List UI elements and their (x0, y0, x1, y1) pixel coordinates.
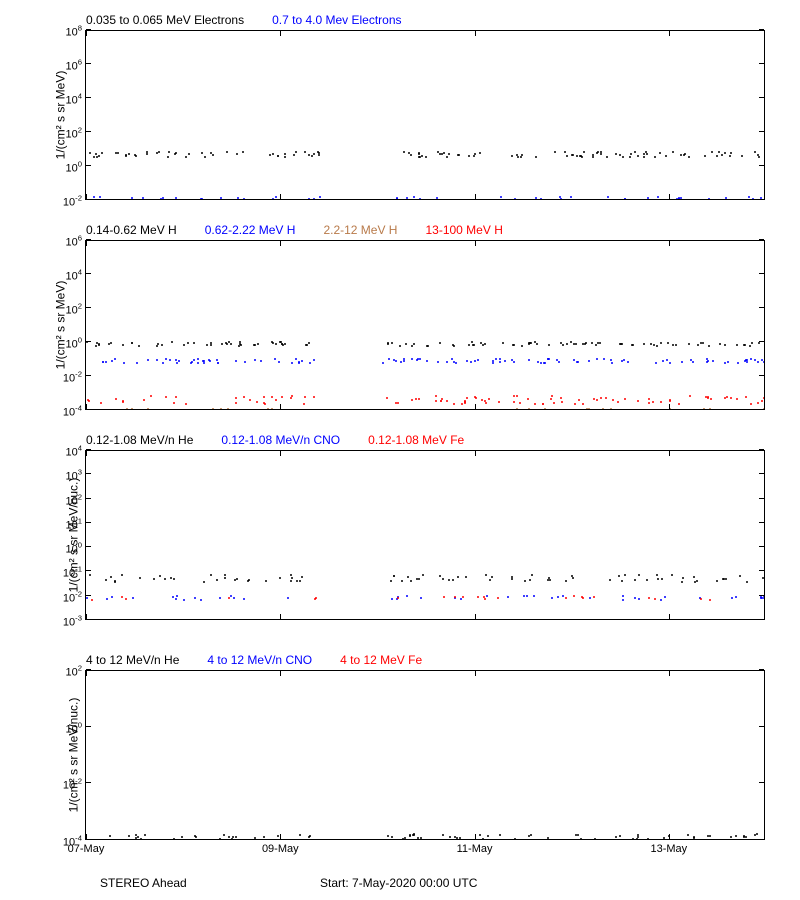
y-tick-label: 106 (65, 234, 82, 249)
legend-item: 13-100 MeV H (425, 223, 502, 237)
y-tick-label: 10-2 (63, 370, 82, 385)
y-axis-label: 1/(cm² s sr MeV) (53, 71, 67, 160)
chart-panel-3: 4 to 12 MeV/n He4 to 12 MeV/n CNO4 to 12… (85, 670, 765, 840)
y-axis-label: 1/(cm² s sr MeV/nuc.) (66, 698, 80, 813)
y-tick-label: 106 (65, 58, 82, 73)
footer-left: STEREO Ahead (100, 876, 187, 890)
x-tick-label: 07-May (68, 843, 105, 855)
y-tick-label: 102 (65, 302, 82, 317)
y-tick-label: 102 (65, 664, 82, 679)
y-tick-label: 108 (65, 24, 82, 39)
y-tick-label: 101 (65, 517, 82, 532)
y-tick-label: 100 (65, 720, 82, 735)
legend: 0.035 to 0.065 MeV Electrons 0.7 to 4.0 M… (86, 13, 430, 27)
legend: 0.14-0.62 MeV H 0.62-2.22 MeV H 2.2-12 MeV… (86, 223, 531, 237)
legend-item: 4 to 12 MeV/n CNO (207, 653, 312, 667)
legend-item: 0.12-1.08 MeV/n He (86, 433, 193, 447)
footer-center: Start: 7-May-2020 00:00 UTC (320, 876, 477, 890)
y-tick-label: 102 (65, 492, 82, 507)
legend-item: 2.2-12 MeV H (323, 223, 397, 237)
legend-item: 0.7 to 4.0 Mev Electrons (272, 13, 401, 27)
chart-panel-2: 0.12-1.08 MeV/n He0.12-1.08 MeV/n CNO0.1… (85, 450, 765, 620)
legend-item: 0.12-1.08 MeV Fe (368, 433, 464, 447)
y-tick-label: 102 (65, 126, 82, 141)
y-tick-label: 10-4 (63, 404, 82, 419)
y-tick-label: 10-2 (63, 777, 82, 792)
legend: 0.12-1.08 MeV/n He 0.12-1.08 MeV/n CNO 0.1… (86, 433, 492, 447)
x-tick-label: 11-May (457, 843, 493, 855)
legend-item: 4 to 12 MeV/n He (86, 653, 179, 667)
y-tick-label: 104 (65, 268, 82, 283)
y-tick-label: 10-1 (63, 565, 82, 580)
y-tick-label: 10-3 (63, 614, 82, 629)
x-tick-label: 09-May (262, 843, 299, 855)
legend: 4 to 12 MeV/n He 4 to 12 MeV/n CNO 4 to 12… (86, 653, 450, 667)
y-tick-label: 10-2 (63, 589, 82, 604)
legend-item: 4 to 12 MeV Fe (340, 653, 422, 667)
legend-item: 0.035 to 0.065 MeV Electrons (86, 13, 244, 27)
y-tick-label: 100 (65, 541, 82, 556)
legend-item: 0.62-2.22 MeV H (205, 223, 296, 237)
y-tick-label: 10-2 (63, 194, 82, 209)
y-axis-label: 1/(cm² s sr MeV) (53, 281, 67, 370)
x-tick-label: 13-May (651, 843, 688, 855)
y-tick-label: 104 (65, 92, 82, 107)
y-tick-label: 104 (65, 444, 82, 459)
y-tick-label: 100 (65, 160, 82, 175)
y-tick-label: 103 (65, 468, 82, 483)
legend-item: 0.12-1.08 MeV/n CNO (221, 433, 340, 447)
legend-item: 0.14-0.62 MeV H (86, 223, 177, 237)
chart-panel-1: 0.14-0.62 MeV H0.62-2.22 MeV H2.2-12 MeV… (85, 240, 765, 410)
y-tick-label: 100 (65, 336, 82, 351)
chart-panel-0: 0.035 to 0.065 MeV Electrons0.7 to 4.0 M… (85, 30, 765, 200)
